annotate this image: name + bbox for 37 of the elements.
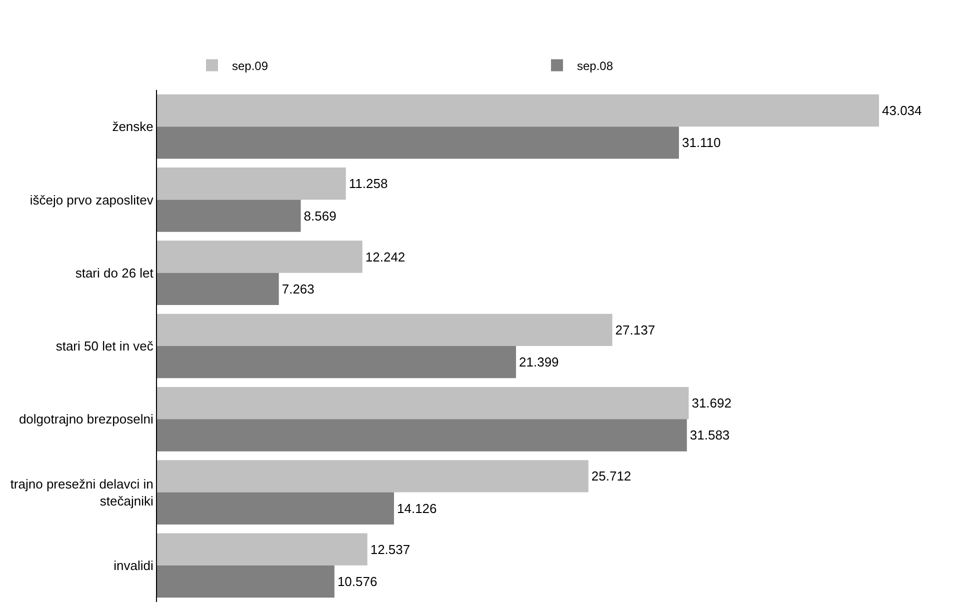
bar: [157, 460, 588, 492]
y-tick-label: stari do 26 let: [75, 265, 154, 280]
bar: [157, 272, 279, 306]
data-label: 14.126: [397, 500, 437, 516]
bar: [157, 126, 679, 159]
data-label: 25.712: [591, 468, 632, 484]
data-label: 31.583: [690, 428, 730, 443]
data-label: 11.258: [348, 176, 388, 192]
bar: [157, 314, 612, 346]
y-tick-label: dolgotrajno brezposelni: [18, 412, 154, 427]
data-label: 7.263: [282, 281, 314, 296]
bar: [157, 533, 368, 566]
data-label: 31.110: [682, 135, 721, 150]
bar: [157, 200, 301, 232]
y-tick-label: ženske: [112, 119, 154, 134]
data-label: 12.242: [365, 249, 406, 264]
legend-label: sep.09: [232, 58, 268, 73]
data-label: 43.034: [882, 102, 922, 118]
bar: [157, 565, 334, 598]
data-label: 27.137: [615, 322, 656, 338]
data-label: 12.537: [370, 542, 410, 557]
data-label: 10.576: [337, 574, 378, 590]
bar: [157, 240, 362, 273]
bar: [157, 168, 346, 200]
bar: [157, 346, 516, 378]
y-tick-label: trajno presežni delavci in stečajniki: [10, 476, 154, 508]
y-tick-label: iščejo prvo zaposlitev: [30, 192, 154, 208]
y-tick-label: stari 50 let in več: [56, 338, 154, 354]
y-tick-label: invalidi: [114, 558, 154, 573]
data-label: 31.692: [692, 396, 732, 411]
legend-label: sep.08: [577, 58, 614, 73]
data-label: 8.569: [304, 208, 336, 224]
bar: [157, 94, 879, 127]
bar: [157, 419, 687, 452]
data-label: 21.399: [519, 354, 559, 370]
bar: [157, 386, 689, 420]
bar: [157, 492, 394, 524]
